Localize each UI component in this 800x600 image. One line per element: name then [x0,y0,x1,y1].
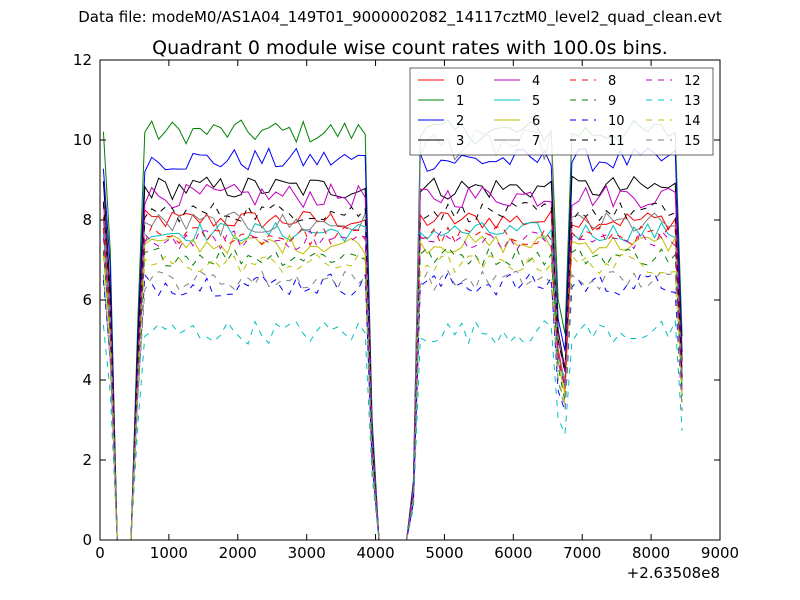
legend-label-1: 1 [456,94,464,109]
x-tick-label: 1000 [150,544,188,562]
series-line-5 [102,221,683,541]
y-tick-label: 6 [82,291,92,309]
y-tick-label: 8 [82,211,92,229]
x-tick-label: 2000 [219,544,257,562]
legend-label-12: 12 [684,74,701,89]
legend-label-6: 6 [532,114,540,129]
x-tick-label: 6000 [494,544,532,562]
x-tick-label: 8000 [632,544,670,562]
x-tick-label: 7000 [563,544,601,562]
series-line-9 [102,246,683,541]
series-line-15 [102,269,683,541]
y-tick-label: 12 [73,51,92,69]
legend-label-14: 14 [684,114,701,129]
legend-label-15: 15 [684,134,701,149]
chart-title: Quadrant 0 module wise count rates with … [152,37,668,59]
x-offset-label: +2.63508e8 [627,564,720,582]
series-line-14 [102,253,683,541]
data-file-title: Data file: modeM0/AS1A04_149T01_90000020… [78,8,722,26]
y-tick-label: 2 [82,451,92,469]
series-line-7 [102,129,683,541]
y-tick-label: 10 [73,131,92,149]
legend-label-2: 2 [456,114,464,129]
y-tick-label: 0 [82,531,92,549]
series-line-3 [102,175,683,541]
series-line-11 [102,201,683,541]
x-tick-label: 5000 [425,544,463,562]
x-tick-label: 9000 [701,544,739,562]
series-line-0 [102,209,683,541]
legend-label-10: 10 [608,114,625,129]
x-tick-label: 4000 [356,544,394,562]
series-line-8 [102,225,683,541]
x-tick-label: 0 [95,544,105,562]
legend-label-8: 8 [608,74,616,89]
legend-label-3: 3 [456,134,464,149]
series-line-12 [102,229,683,541]
legend-label-13: 13 [684,94,701,109]
series-line-13 [102,320,683,541]
y-tick-label: 4 [82,371,92,389]
x-tick-label: 3000 [288,544,326,562]
legend-label-11: 11 [608,134,625,149]
legend-label-0: 0 [456,74,464,89]
series-line-6 [102,233,683,541]
legend-label-7: 7 [532,134,540,149]
series-line-2 [102,147,683,541]
legend-label-5: 5 [532,94,540,109]
legend-label-9: 9 [608,94,616,109]
series-line-1 [102,119,683,541]
legend-label-4: 4 [532,74,540,89]
series-line-10 [102,271,683,541]
